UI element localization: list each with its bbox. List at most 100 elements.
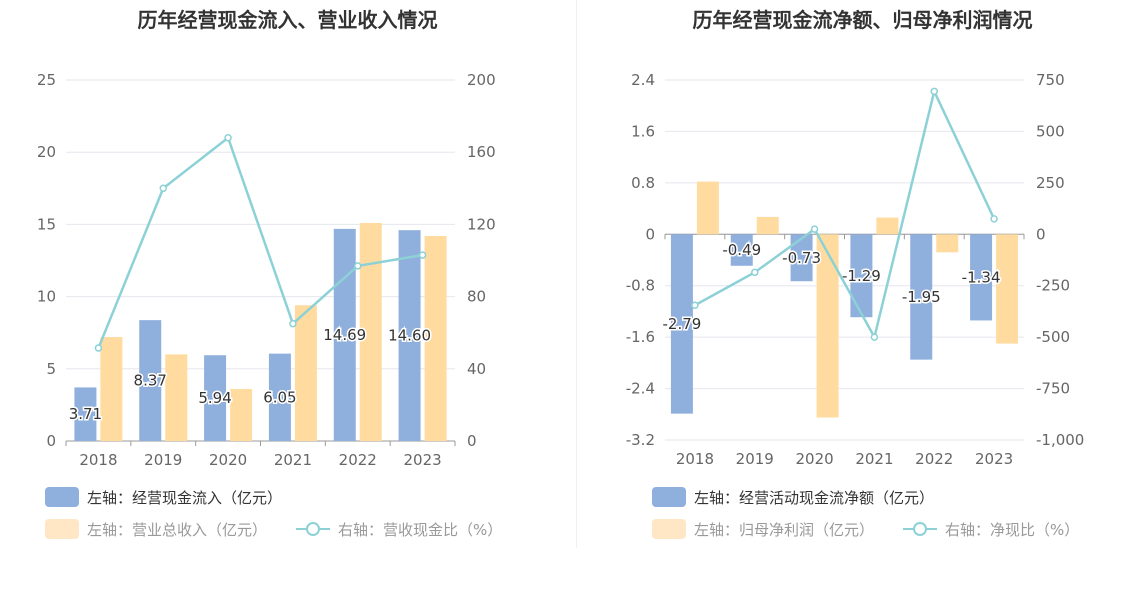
y-right-tick-label: -500: [1036, 328, 1070, 346]
bar-swatch-icon: [45, 519, 79, 539]
ratio-point: [354, 262, 362, 270]
y-right-tick-label: 0: [1036, 225, 1046, 243]
bar-secondary: [696, 181, 719, 235]
bar-primary: [850, 234, 873, 318]
bar-primary: [910, 234, 933, 360]
line-marker-icon: [903, 519, 937, 539]
legend-item-revenue-cash-ratio[interactable]: 右轴：营收现金比（%）: [296, 518, 502, 540]
bar-data-label: -0.49: [722, 241, 761, 259]
bar-secondary: [816, 234, 839, 418]
bar-data-label: -2.79: [663, 315, 702, 333]
bar-data-label: -1.34: [962, 268, 1001, 286]
y-right-tick-label: 40: [467, 360, 486, 378]
y-left-tick-label: 1.6: [631, 122, 655, 140]
bar-secondary: [359, 222, 382, 441]
y-left-tick-label: -2.4: [626, 380, 655, 398]
bar-swatch-icon: [652, 487, 686, 507]
legend-label: 左轴：经营现金流入（亿元）: [87, 488, 283, 507]
ratio-point: [691, 301, 699, 310]
y-right-tick-label: 80: [467, 288, 486, 306]
ratio-point: [751, 268, 759, 277]
cash-inflow-revenue-chart-panel: 历年经营现金流入、营业收入情况 0 5 10 15 20 25 0 40 80 120 160 200…: [37, 8, 502, 540]
x-axis-label: 2022: [915, 450, 953, 468]
y-left-tick-label: 20: [37, 143, 56, 161]
legend-item-cash-inflow[interactable]: 左轴：经营现金流入（亿元）: [45, 486, 282, 508]
ratio-point: [870, 333, 879, 341]
bar-secondary: [165, 354, 188, 441]
bar-secondary: [936, 234, 959, 253]
legend-label: 右轴：净现比（%）: [945, 520, 1080, 539]
bar-primary: [398, 230, 421, 441]
bar-secondary: [294, 305, 317, 441]
line-marker-icon: [296, 519, 330, 539]
bar-secondary: [100, 337, 123, 441]
bar-data-label: -1.95: [902, 288, 941, 306]
ratio-line: [694, 87, 996, 341]
bar-primary: [74, 387, 97, 441]
legend-item-net-profit[interactable]: 左轴：归母净利润（亿元）: [652, 518, 874, 540]
legend-label: 右轴：营收现金比（%）: [338, 520, 503, 539]
y-right-tick-label: 0: [467, 432, 477, 450]
bar-swatch-icon: [652, 519, 686, 539]
ratio-point: [94, 344, 103, 352]
bar-data-label: 3.71: [69, 405, 102, 423]
bar-secondary: [756, 216, 779, 235]
y-left-tick-label: 25: [37, 71, 56, 89]
y-right-tick-label: -750: [1036, 380, 1070, 398]
bar-primary: [730, 234, 753, 266]
x-axis-label: 2020: [209, 451, 247, 469]
x-axis-label: 2023: [403, 451, 441, 469]
bar-data-label: 14.60: [388, 327, 431, 345]
y-right-tick-label: -250: [1036, 277, 1070, 295]
y-left-tick-label: 0.8: [631, 174, 655, 192]
bar-data-label: 6.05: [263, 388, 296, 406]
bar-secondary: [424, 235, 447, 441]
ratio-point: [289, 319, 297, 328]
bar-data-label: 8.37: [134, 372, 167, 390]
legend-item-net-cash-ratio[interactable]: 右轴：净现比（%）: [903, 518, 1079, 540]
bar-swatch-icon: [45, 487, 79, 507]
y-left-tick-label: -1.6: [626, 328, 655, 346]
y-left-tick-label: -0.8: [626, 277, 655, 295]
ratio-line: [97, 135, 423, 349]
x-axis-label: 2023: [975, 450, 1013, 468]
y-left-tick-label: 5: [46, 360, 56, 378]
y-left-tick-label: 0: [46, 432, 56, 450]
legend-label: 左轴：经营活动现金流净额（亿元）: [694, 488, 935, 507]
legend-item-net-operating-cash-flow[interactable]: 左轴：经营活动现金流净额（亿元）: [652, 486, 934, 508]
x-axis-label: 2021: [274, 451, 312, 469]
x-axis-label: 2021: [855, 450, 893, 468]
y-right-tick-label: 750: [1036, 71, 1065, 89]
x-axis-label: 2022: [339, 451, 377, 469]
bar-primary: [139, 320, 162, 441]
net-cash-flow-profit-chart-panel: 历年经营现金流净额、归母净利润情况 -3.2 -2.4 -1.6 -0.8 0 0.8 1.…: [577, 0, 1148, 589]
bar-secondary: [876, 217, 899, 235]
ratio-point: [159, 184, 167, 193]
y-right-tick-label: 120: [467, 215, 496, 233]
y-right-tick-label: 500: [1036, 122, 1065, 140]
ratio-point: [224, 134, 232, 142]
legend-label: 左轴：营业总收入（亿元）: [87, 520, 268, 539]
legend-item-revenue[interactable]: 左轴：营业总收入（亿元）: [45, 518, 267, 540]
bar-data-label: 5.94: [198, 389, 231, 407]
bar-primary: [204, 355, 227, 441]
ratio-point: [990, 215, 998, 223]
bar-secondary: [996, 234, 1019, 344]
bar-data-label: -0.73: [782, 249, 821, 267]
ratio-point: [418, 251, 427, 259]
y-right-tick-label: -1,000: [1036, 431, 1084, 449]
chart-title: 历年经营现金流入、营业收入情况: [137, 8, 438, 32]
x-axis-label: 2020: [795, 450, 833, 468]
bar-primary: [970, 234, 993, 321]
bar-data-label: -1.29: [842, 267, 881, 285]
y-right-tick-label: 200: [467, 71, 496, 89]
x-axis-label: 2018: [79, 451, 117, 469]
y-left-tick-label: 10: [37, 288, 56, 306]
bar-secondary: [230, 389, 253, 441]
y-left-tick-label: 0: [645, 225, 655, 243]
ratio-point: [930, 87, 938, 96]
chart-title: 历年经营现金流净额、归母净利润情况: [692, 8, 1033, 32]
y-left-tick-label: 2.4: [631, 71, 655, 89]
panel-divider: [576, 0, 577, 548]
y-left-tick-label: -3.2: [626, 431, 655, 449]
